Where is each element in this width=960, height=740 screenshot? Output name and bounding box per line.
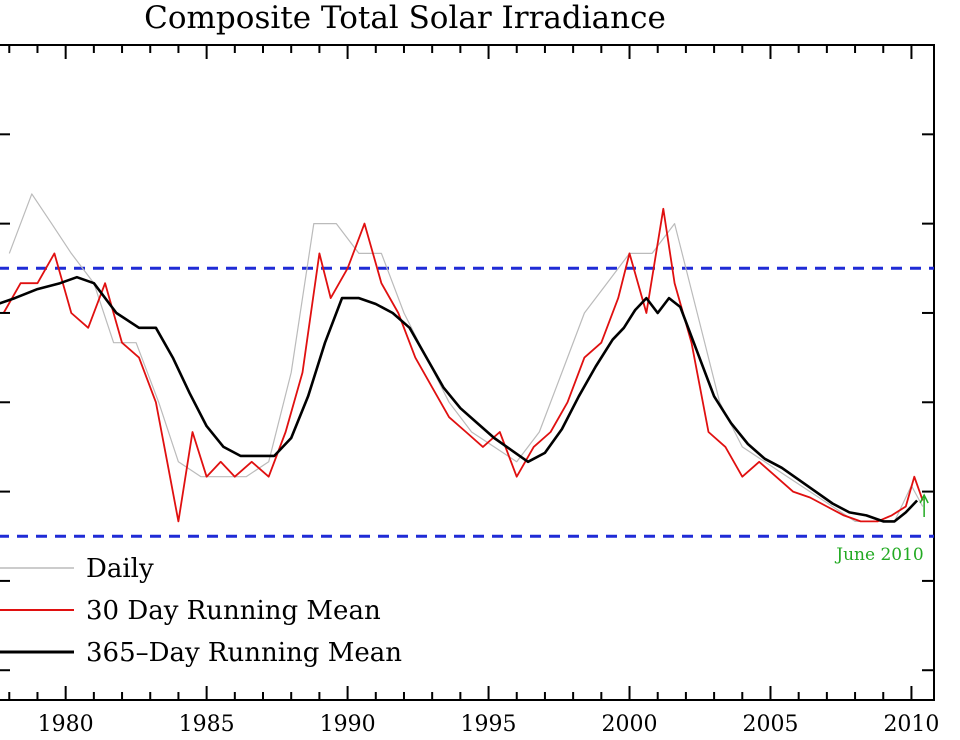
legend-label-3: 365–Day Running Mean: [86, 638, 402, 668]
x-tick-label: 2010: [883, 712, 939, 737]
x-tick-label: 2000: [602, 712, 658, 737]
plot-frame: [0, 44, 935, 701]
x-tick-label: 1985: [179, 712, 235, 737]
series-line-3: [0, 275, 919, 523]
series-line-1: [8, 193, 924, 523]
legend-label-1: Daily: [86, 554, 154, 584]
annotation-arrowhead: [919, 493, 929, 504]
x-tick-label: 1980: [38, 712, 94, 737]
axis-layer: 1980 1985 1990 1995 2000 2005 2010: [0, 45, 939, 737]
chart-title: Composite Total Solar Irradiance: [144, 0, 666, 36]
series-line-2: [2, 207, 924, 523]
x-tick-label: 1990: [320, 712, 376, 737]
annotation-layer: June 2010: [834, 493, 929, 565]
x-tick-label: 2005: [742, 712, 798, 737]
x-tick-label: 1995: [461, 712, 517, 737]
reference-lines: [0, 266, 934, 538]
legend: Daily 30 Day Running Mean 365–Day Running …: [0, 554, 402, 668]
series-layer: [0, 193, 924, 523]
annotation-label: June 2010: [834, 545, 923, 565]
legend-label-2: 30 Day Running Mean: [86, 596, 381, 626]
